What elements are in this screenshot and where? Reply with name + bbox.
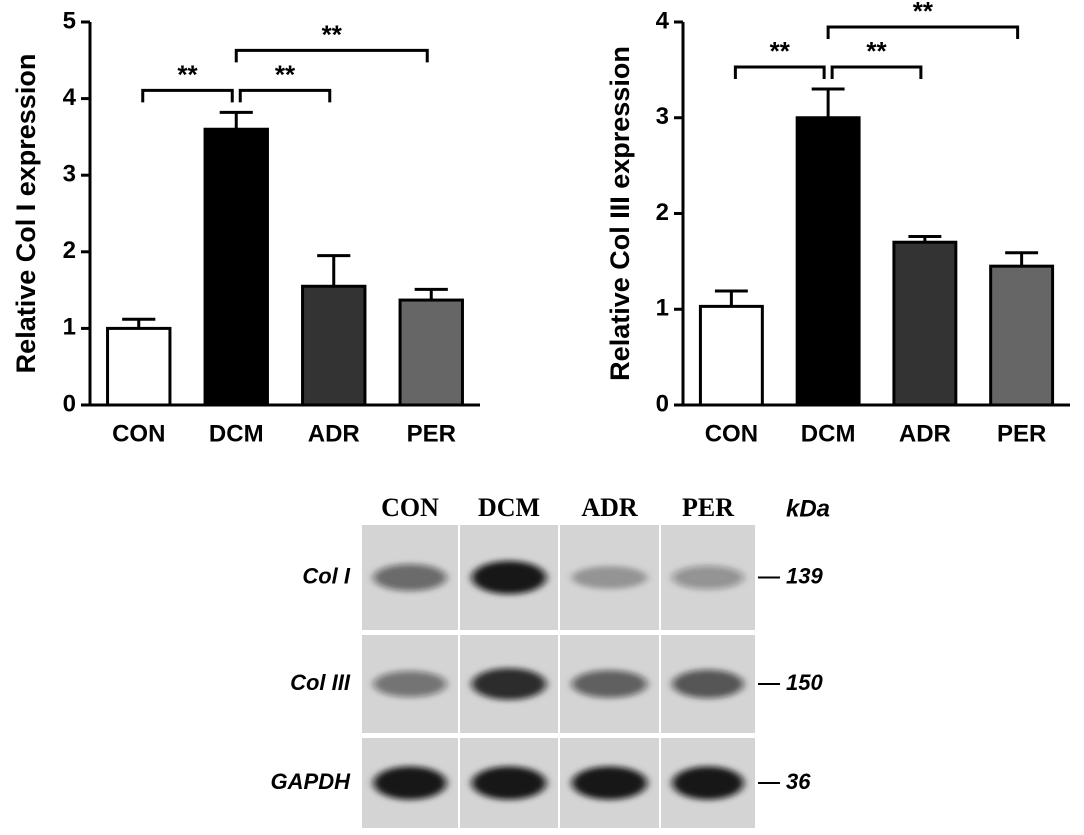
significance-label: ** — [177, 59, 198, 89]
x-tick-label: DCM — [209, 420, 264, 447]
row-label: Col I — [302, 563, 351, 588]
marker-kda: 36 — [786, 769, 811, 794]
band — [571, 566, 648, 589]
x-tick-label: CON — [705, 420, 758, 447]
bar — [989, 264, 1055, 407]
bar-chart: Relative Col I expression 0 1 2 3 4 5 CON DCM ADR… — [11, 7, 480, 447]
band — [373, 564, 447, 591]
significance-label: ** — [275, 59, 296, 89]
significance-label: ** — [770, 36, 791, 66]
significance-bracket — [826, 25, 1020, 40]
y-axis-title: Relative Col III expression — [605, 46, 635, 381]
y-tick-label: 3 — [656, 103, 669, 130]
band — [571, 670, 648, 698]
band — [571, 766, 648, 800]
row-label: GAPDH — [271, 769, 352, 794]
x-tick-label: CON — [112, 420, 165, 447]
western-blot: kDa CON DCM ADR PER Col I 139 Col III 150 GAPDH 3… — [271, 493, 830, 828]
bar-chart: Relative Col III expression 0 1 2 3 4 CON DCM AD… — [605, 0, 1070, 447]
band — [471, 668, 547, 700]
y-axis-title: Relative Col I expression — [11, 54, 41, 374]
x-tick-label: ADR — [899, 420, 951, 447]
band — [471, 560, 547, 595]
y-tick-label: 4 — [63, 84, 77, 111]
significance-bracket — [238, 88, 332, 103]
lane-label: CON — [381, 493, 439, 522]
significance-label: ** — [866, 36, 887, 66]
significance-bracket — [830, 65, 923, 80]
blot-unit: kDa — [786, 495, 830, 522]
band — [373, 671, 447, 697]
band — [471, 766, 547, 800]
band — [672, 669, 744, 699]
bar — [795, 116, 861, 407]
band — [672, 766, 744, 800]
bar — [203, 127, 269, 407]
y-tick-label: 1 — [63, 314, 76, 341]
lane-label: DCM — [478, 493, 540, 522]
bar — [106, 326, 172, 407]
bar — [892, 240, 958, 407]
x-tick-label: ADR — [308, 420, 360, 447]
band — [672, 565, 744, 590]
y-tick-label: 4 — [656, 7, 670, 34]
y-tick-label: 3 — [63, 161, 76, 188]
significance-bracket — [733, 65, 826, 80]
x-tick-label: DCM — [801, 420, 856, 447]
y-tick-label: 2 — [63, 237, 76, 264]
marker-kda: 139 — [786, 563, 823, 588]
y-tick-label: 5 — [63, 7, 76, 34]
charts: Relative Col I expression 0 1 2 3 4 5 CON DCM ADR… — [11, 0, 1070, 447]
x-tick-label: PER — [997, 420, 1046, 447]
bar — [301, 284, 367, 407]
bar — [398, 298, 464, 407]
significance-label: ** — [913, 0, 934, 26]
y-tick-label: 2 — [656, 199, 669, 226]
bar — [698, 304, 764, 407]
significance-bracket — [141, 88, 234, 103]
y-tick-label: 0 — [63, 390, 76, 417]
band — [373, 766, 447, 800]
lane-label: ADR — [581, 493, 638, 522]
significance-label: ** — [322, 19, 343, 49]
lane-label: PER — [682, 493, 734, 522]
y-tick-label: 0 — [656, 390, 669, 417]
row-label: Col III — [290, 670, 351, 695]
y-tick-label: 1 — [656, 295, 669, 322]
significance-bracket — [234, 48, 429, 63]
x-tick-label: PER — [407, 420, 456, 447]
marker-kda: 150 — [786, 670, 823, 695]
